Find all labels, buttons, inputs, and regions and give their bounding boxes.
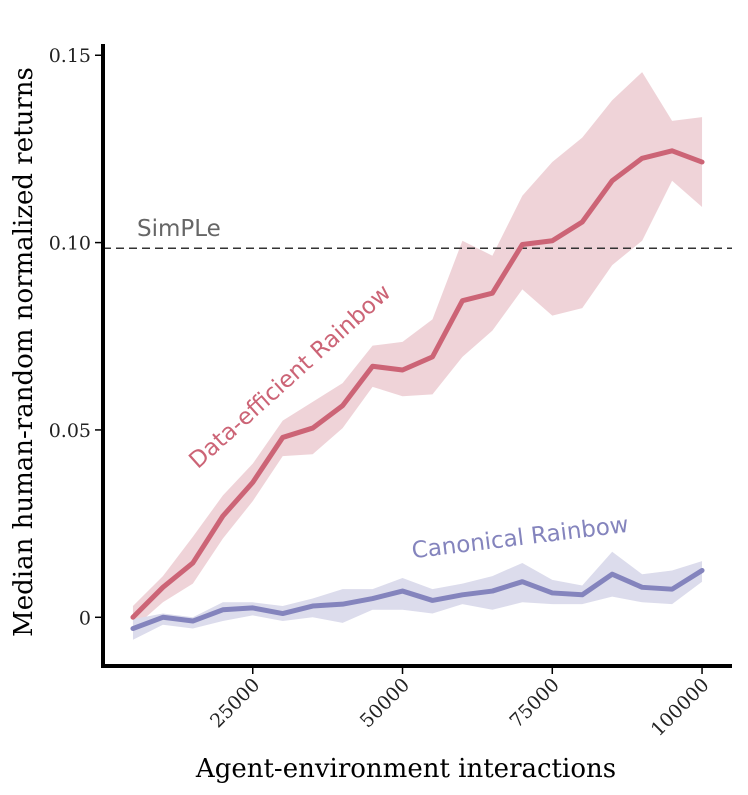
simple-annotation: SimPLe — [137, 216, 221, 242]
y-tick-label: 0.10 — [49, 233, 91, 255]
canonical-rainbow-annotation: Canonical Rainbow — [410, 512, 630, 564]
canonical-rainbow-line — [130, 567, 705, 632]
x-tick-label: 100000 — [647, 674, 714, 741]
y-axis-title: Median human-random normalized returns — [9, 67, 39, 637]
x-tick-label: 75000 — [506, 674, 564, 732]
data-efficient-rainbow-band — [132, 72, 703, 629]
axes — [101, 44, 732, 668]
y-tick-label: 0.15 — [49, 45, 91, 67]
y-tick-label: 0 — [79, 607, 91, 629]
x-tick-label: 50000 — [356, 674, 414, 732]
series-lines — [130, 148, 705, 632]
data-efficient-rainbow-line — [130, 148, 705, 620]
x-tick-label: 25000 — [206, 674, 264, 732]
x-axis-title: Agent-environment interactions — [195, 754, 616, 784]
y-tick-label: 0.05 — [49, 420, 91, 442]
